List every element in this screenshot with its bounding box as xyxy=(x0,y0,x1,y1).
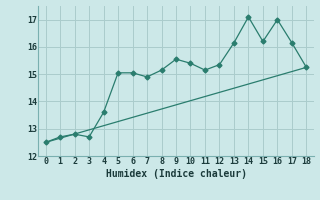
X-axis label: Humidex (Indice chaleur): Humidex (Indice chaleur) xyxy=(106,169,246,179)
